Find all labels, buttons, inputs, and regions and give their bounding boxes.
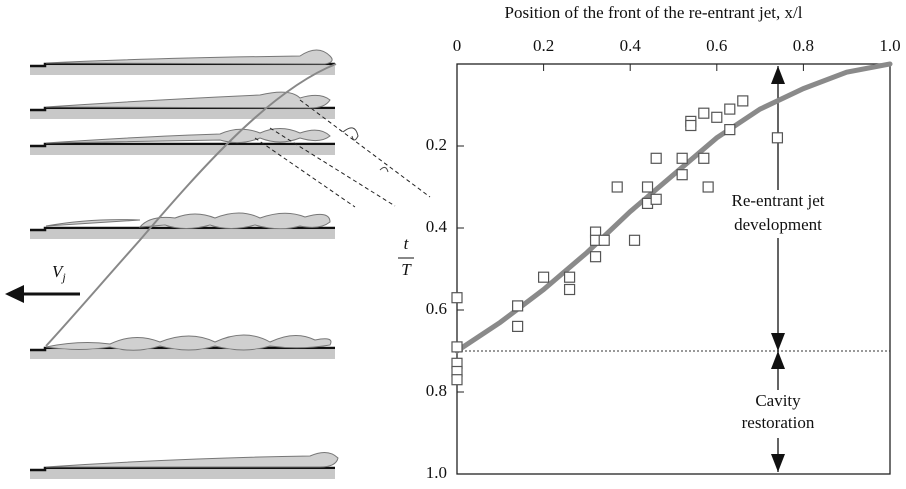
- cavity-diagram: [5, 49, 431, 479]
- y-tick-label: 0.8: [426, 381, 447, 400]
- data-point: [676, 152, 688, 164]
- arrow-head: [771, 66, 785, 84]
- data-point: [598, 234, 610, 246]
- y-label-numerator: t: [404, 234, 410, 253]
- x-tick-label: 0.4: [620, 36, 642, 55]
- annotation-bg: [716, 390, 840, 438]
- data-point: [685, 119, 697, 132]
- data-point: [737, 95, 749, 107]
- y-tick-label: 0.4: [426, 217, 448, 236]
- annotation: development: [734, 215, 822, 234]
- data-point: [589, 251, 602, 263]
- x-tick-label: 0.2: [533, 36, 554, 55]
- data-point: [641, 181, 654, 193]
- x-axis-label: Position of the front of the re-entrant …: [505, 3, 803, 22]
- annotation: Cavity: [755, 391, 801, 410]
- data-point: [676, 169, 688, 181]
- data-point: [771, 132, 784, 144]
- data-point: [628, 234, 641, 246]
- data-point: [724, 103, 736, 115]
- y-tick-label: 1.0: [426, 463, 447, 482]
- plot-frame: [456, 63, 891, 475]
- annotation-bg: [716, 190, 840, 238]
- data-point: [698, 152, 710, 164]
- data-point: [512, 300, 524, 312]
- y-tick-label: 0.2: [426, 135, 447, 154]
- x-tick-label: 0.6: [706, 36, 727, 55]
- data-point: [451, 292, 463, 304]
- data-point: [611, 181, 623, 193]
- velocity-label: Vj: [52, 262, 66, 284]
- data-point: [702, 181, 714, 193]
- velocity-symbol: V: [52, 262, 65, 281]
- velocity-subscript: j: [60, 270, 66, 284]
- x-tick-label: 1.0: [879, 36, 900, 55]
- annotation: Re-entrant jet: [732, 191, 825, 210]
- x-tick-label: 0: [453, 36, 462, 55]
- annotation: restoration: [742, 413, 815, 432]
- data-point: [724, 123, 736, 136]
- data-point: [451, 341, 463, 353]
- data-point: [537, 271, 550, 283]
- data-point: [650, 193, 662, 205]
- data-point: [711, 111, 723, 123]
- data-point: [563, 283, 576, 296]
- data-point: [650, 152, 662, 164]
- x-tick-label: 0.8: [793, 36, 814, 55]
- data-point: [698, 107, 710, 119]
- y-label-denominator: T: [401, 260, 412, 279]
- y-tick-label: 0.6: [426, 299, 447, 318]
- arrow-head: [771, 351, 785, 369]
- fit-curve: [454, 61, 893, 354]
- chart: 0 0.2 0.4 0.6 0.8 1.0 0.2 0.4 0.6 0.8 1.0 Position …: [398, 3, 901, 482]
- arrow-head: [771, 333, 785, 351]
- data-point: [563, 271, 576, 283]
- data-point: [512, 320, 524, 332]
- data-point: [451, 374, 463, 386]
- arrow-head: [771, 454, 785, 472]
